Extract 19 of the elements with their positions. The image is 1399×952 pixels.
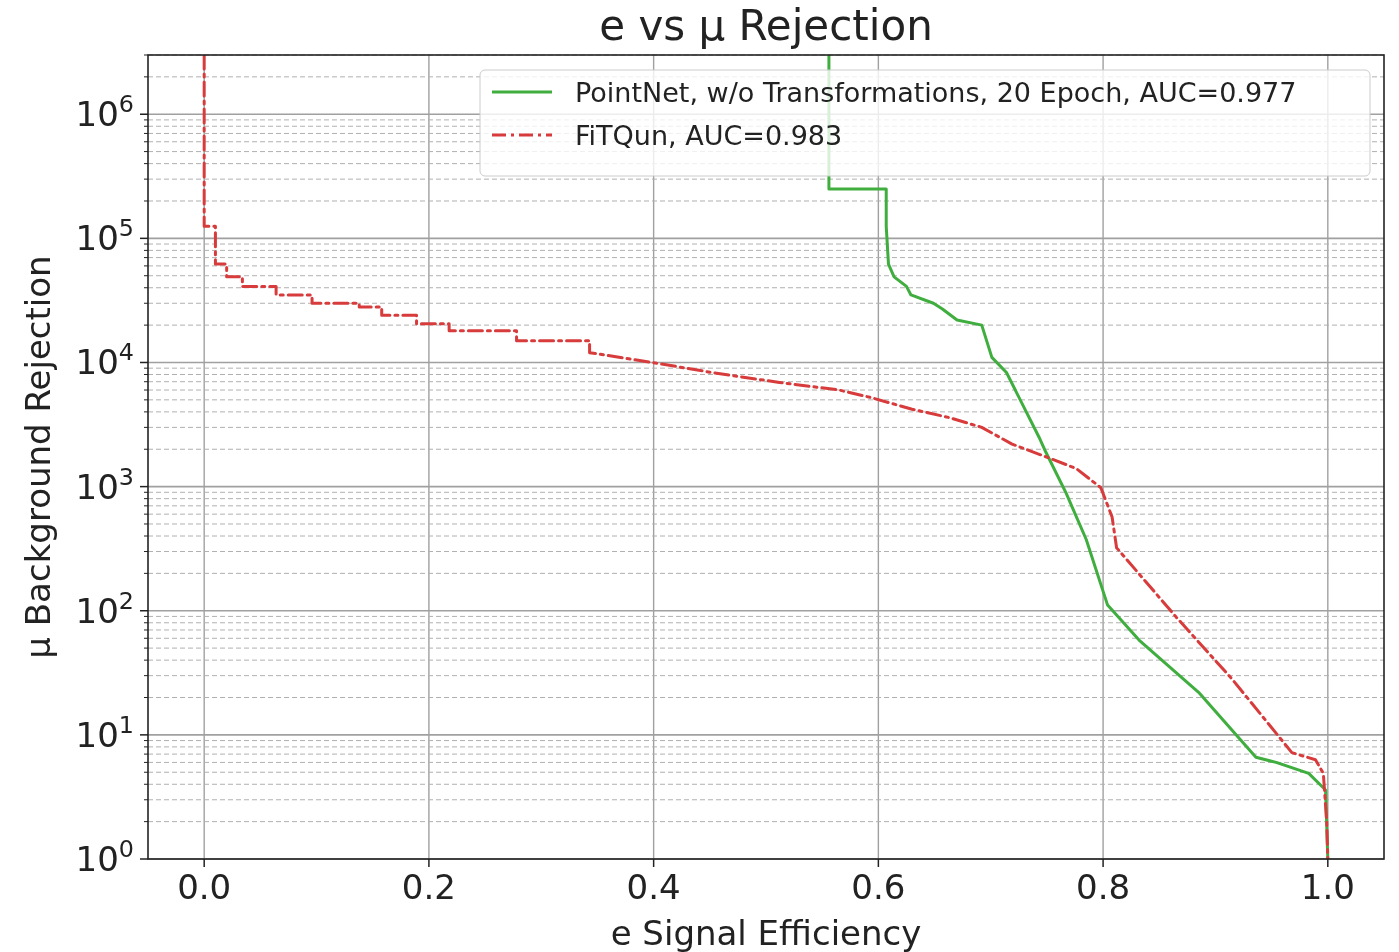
y-tick-label: 10$^{0}$: [75, 835, 134, 879]
chart-title: e vs μ Rejection: [599, 1, 933, 50]
y-tick-label: 10$^{6}$: [75, 90, 134, 135]
legend-label: FiTQun, AUC=0.983: [575, 120, 843, 151]
y-axis-title: μ Background Rejection: [18, 255, 58, 659]
legend-label: PointNet, w/o Transformations, 20 Epoch, AUC=0.977: [575, 77, 1297, 108]
x-tick-label: 0.4: [626, 867, 681, 907]
y-tick-label: 10$^{4}$: [75, 338, 134, 383]
line-series: [202, 55, 1330, 859]
y-tick-label: 10$^{3}$: [75, 462, 134, 507]
x-tick-label: 0.0: [177, 867, 232, 907]
x-tick-label: 0.8: [1076, 867, 1131, 907]
y-tick-label: 10$^{5}$: [75, 214, 134, 259]
x-tick-label: 1.0: [1300, 867, 1355, 907]
y-tick-label: 10$^{1}$: [75, 710, 134, 755]
x-tick-label: 0.6: [851, 867, 906, 907]
x-tick-label: 0.2: [401, 867, 456, 907]
y-tick-label: 10$^{2}$: [75, 586, 134, 631]
x-axis-title: e Signal Efficiency: [610, 913, 922, 952]
